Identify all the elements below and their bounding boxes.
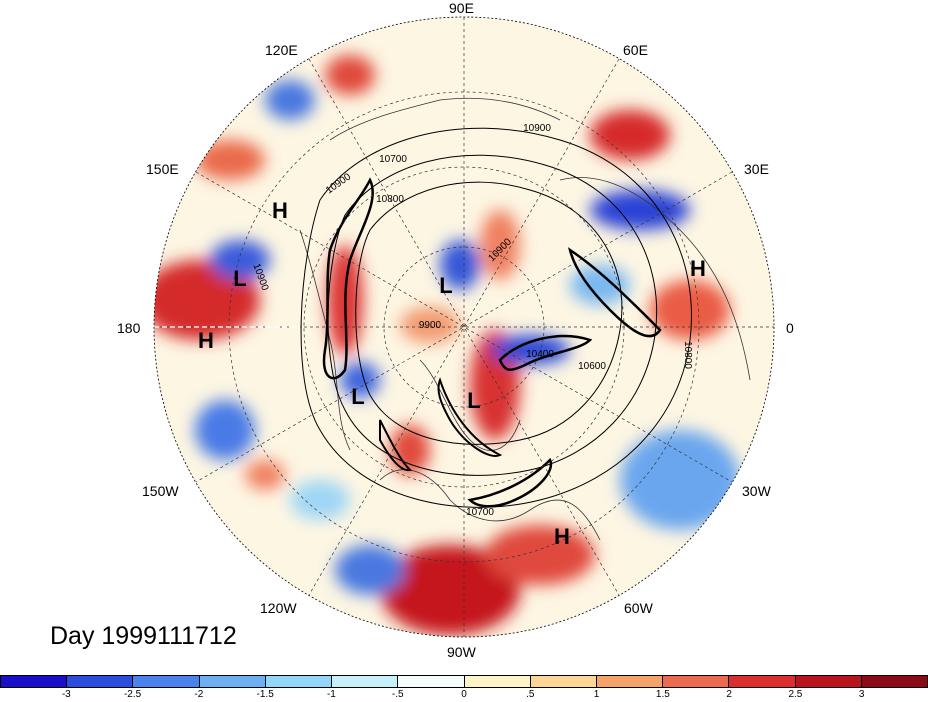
colorbar-tick-label: 1 [593, 689, 600, 700]
colorbar-tick-label: 0 [461, 689, 467, 700]
pressure-center: L [351, 384, 364, 409]
lon-label-30e: 30E [744, 161, 769, 177]
colorbar-segment [861, 676, 928, 687]
colorbar-segment [133, 676, 200, 687]
coastlines [299, 97, 751, 541]
lon-label-150e: 150E [146, 161, 179, 177]
colorbar-segment [596, 676, 664, 687]
graticule [154, 17, 774, 637]
pressure-center: H [690, 256, 706, 281]
pressure-center: H [272, 198, 288, 223]
contour-label: 10900 [523, 123, 551, 134]
colorbar-tick-label: .5 [526, 689, 535, 700]
contour-label: 10700 [379, 154, 407, 165]
lon-label-180: 180 [117, 320, 141, 336]
colorbar-segment [795, 676, 862, 687]
pressure-center: H [198, 328, 214, 353]
contour-label: 10600 [578, 361, 606, 372]
colorbar-tick-label: -2.5 [123, 689, 142, 700]
colorbar-segment [265, 676, 333, 687]
lon-label-120e: 120E [265, 42, 298, 58]
height-contours [300, 127, 692, 508]
colorbar-tick-label: 2.5 [788, 689, 803, 700]
lon-label-90w: 90W [447, 644, 476, 660]
colorbar-segment [398, 676, 465, 687]
date-label: Day 1999111712 [50, 622, 237, 650]
colorbar-tick-label: -1 [326, 689, 336, 700]
colorbar-tick-label: -1.5 [256, 689, 274, 700]
lon-label-60e: 60E [623, 42, 648, 58]
colorbar-segment [663, 676, 730, 687]
contour-label: 10400 [526, 349, 554, 360]
lon-label-30w: 30W [742, 483, 771, 499]
contour-label: 10800 [682, 341, 693, 369]
colorbar-tick-label: 2 [726, 689, 732, 700]
colorbar-segment [199, 676, 266, 687]
pressure-center: L [467, 388, 480, 413]
lon-label-120w: 120W [260, 600, 297, 616]
colorbar-ticks: -3 -2.5 -2 -1.5 -1 -.5 0 .5 1 1.5 2 2.5 3 [0, 688, 928, 702]
anomaly-field [154, 55, 740, 635]
colorbar-tick-label: -.5 [391, 689, 404, 700]
lon-label-150w: 150W [142, 483, 179, 499]
contour-label: 10800 [376, 194, 404, 205]
colorbar-tick-label: 3 [858, 689, 865, 700]
colorbar-segment [332, 676, 399, 687]
lon-label-60w: 60W [624, 600, 653, 616]
colorbar [0, 675, 928, 688]
colorbar-segment [67, 676, 134, 687]
colorbar-tick-label: -2 [194, 689, 204, 700]
colorbar-tick-label: -3 [61, 689, 71, 700]
colorbar-tick-label: 1.5 [655, 689, 670, 700]
pressure-center: L [439, 273, 452, 298]
colorbar-segment [464, 676, 531, 687]
pressure-centers: H H L H L L L H [198, 198, 706, 549]
pressure-center: H [554, 524, 570, 549]
lon-label-90e: 90E [449, 0, 474, 16]
lon-label-0: 0 [786, 320, 794, 336]
contour-label: 10700 [466, 507, 494, 518]
contour-label: 9900 [419, 320, 442, 331]
colorbar-segment [729, 676, 796, 687]
pressure-center: L [233, 266, 246, 291]
colorbar-segment [1, 676, 68, 687]
polar-map: H H L H L L L H 10900 10700 10800 10900 … [153, 16, 775, 638]
map-boundary [153, 16, 775, 638]
colorbar-segment [530, 676, 597, 687]
